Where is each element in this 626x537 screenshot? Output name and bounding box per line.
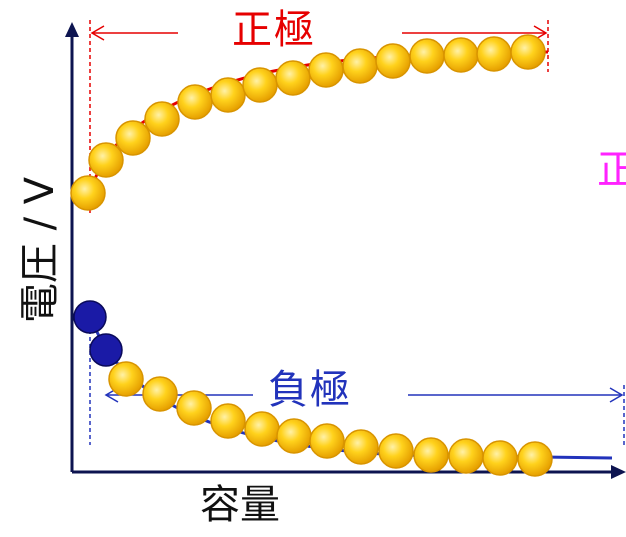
positive-particle [409,38,445,74]
axes [65,22,626,479]
positive-particle [144,101,180,137]
negative-particle [142,376,178,412]
positive-particle [70,175,106,211]
positive-particle [88,142,124,178]
negative-particle [343,429,379,465]
negative-particle [413,437,449,473]
y-axis-arrowhead [65,22,79,37]
negative-electrode-label: 負極 [268,367,352,413]
dark-particle [73,300,107,334]
negative-particle [309,423,345,459]
negative-right-arrow [408,387,624,403]
positive-particle [375,43,411,79]
x-axis-arrowhead [611,465,626,479]
positive-particle [308,52,344,88]
positive-particle [342,48,378,84]
negative-particle [108,361,144,397]
positive-electrode-label: 正極 [232,7,316,53]
negative-particle [482,440,518,476]
positive-left-arrow [90,25,178,41]
negative-particle [210,403,246,439]
negative-particle [176,390,212,426]
x-axis-label: 容量 [200,482,280,528]
positive-particle [510,34,546,70]
negative-particle [276,418,312,454]
dark-particle [89,333,123,367]
negative-particle [244,411,280,447]
negative-particle [517,441,553,477]
positive-particle [476,36,512,72]
negative-particle [378,433,414,469]
particle-balls [70,34,553,477]
positive-particle [275,60,311,96]
positive-particle [115,120,151,156]
negative-particle [448,438,484,474]
y-axis-label: 電圧 / V [17,176,63,324]
positive-particle [177,84,213,120]
positive-particle [443,37,479,73]
cut-off-positive-label: 正 [597,147,626,193]
positive-particle [242,67,278,103]
positive-particle [210,77,246,113]
